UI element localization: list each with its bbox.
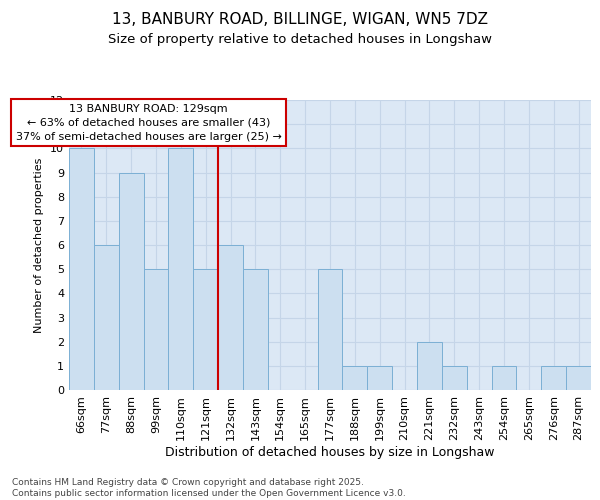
Bar [218, 245, 243, 390]
Bar [94, 245, 119, 390]
Text: 13 BANBURY ROAD: 129sqm
← 63% of detached houses are smaller (43)
37% of semi-de: 13 BANBURY ROAD: 129sqm ← 63% of detache… [16, 104, 281, 142]
Bar [566, 366, 591, 390]
Bar [317, 269, 343, 390]
Bar [193, 269, 218, 390]
Bar [343, 366, 367, 390]
Y-axis label: Number of detached properties: Number of detached properties [34, 158, 44, 332]
Bar [417, 342, 442, 390]
Bar [491, 366, 517, 390]
Text: Contains HM Land Registry data © Crown copyright and database right 2025.
Contai: Contains HM Land Registry data © Crown c… [12, 478, 406, 498]
Bar [69, 148, 94, 390]
Bar [143, 269, 169, 390]
Bar [442, 366, 467, 390]
Text: 13, BANBURY ROAD, BILLINGE, WIGAN, WN5 7DZ: 13, BANBURY ROAD, BILLINGE, WIGAN, WN5 7… [112, 12, 488, 28]
Bar [541, 366, 566, 390]
X-axis label: Distribution of detached houses by size in Longshaw: Distribution of detached houses by size … [165, 446, 495, 458]
Bar [169, 148, 193, 390]
Bar [119, 172, 143, 390]
Bar [367, 366, 392, 390]
Text: Size of property relative to detached houses in Longshaw: Size of property relative to detached ho… [108, 32, 492, 46]
Bar [243, 269, 268, 390]
